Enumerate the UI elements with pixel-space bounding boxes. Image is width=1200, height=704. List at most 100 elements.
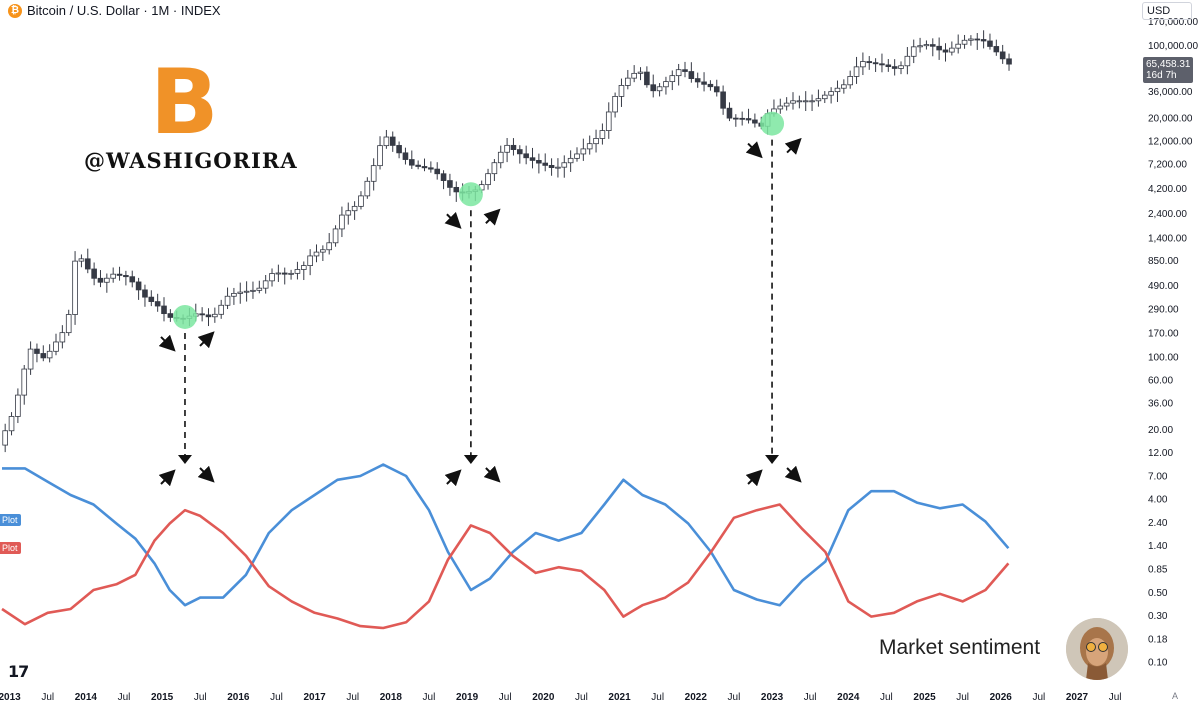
price-candle [752,113,758,128]
price-candle [663,76,669,95]
price-candle [34,343,40,363]
price-tick-label: 20.00 [1148,425,1173,436]
price-candle [205,308,212,327]
time-tick-label: 2019 [456,692,479,703]
oscillator-tick-label: 1.40 [1148,541,1168,552]
price-tick-label: 170,000.00 [1148,17,1198,28]
price-candle [828,87,834,104]
price-candle [637,67,644,81]
price-candle [78,254,85,268]
price-candle [428,161,434,173]
down-arrow-icon [158,334,176,352]
price-candle [491,159,498,182]
price-candle [567,150,574,172]
price-candle [307,249,313,276]
price-candle [497,145,504,169]
price-candle [834,80,841,102]
price-candle [370,158,377,191]
oscillator-tick-label: 4.00 [1148,495,1168,506]
price-candle [517,145,523,164]
price-candle [694,72,701,88]
price-tick-label: 20,000.00 [1148,114,1193,125]
sentiment-oscillator [1,463,1010,630]
price-candle [599,123,606,145]
price-candle [434,162,441,180]
time-tick-label: 2020 [532,692,555,703]
down-arrow-icon [483,465,501,483]
price-candle [269,268,275,287]
oscillator-tick-label: 0.50 [1148,588,1168,599]
price-candle [281,267,288,285]
time-tick-label: Jul [956,692,969,703]
price-candle [320,245,326,261]
price-candle [872,58,879,72]
price-candle [402,147,409,165]
price-candle [580,138,587,161]
price-candle [104,273,110,293]
currency-selector[interactable]: USD [1142,2,1192,20]
price-candle [612,92,618,118]
bitcoin-icon: ₿ [8,3,22,18]
oscillator-tick-label: 7.00 [1148,471,1168,482]
up-arrow-icon [745,469,763,487]
time-tick-label: Jul [41,692,54,703]
price-candle [802,91,809,111]
plot-label-blue: Plot [0,514,21,526]
price-candle [713,79,720,97]
price-candle [536,153,542,174]
price-candle [243,281,250,302]
chart-title-bar: ₿ Bitcoin / U.S. Dollar · 1M · INDEX [8,3,221,18]
price-candle [396,141,402,159]
price-candle [383,129,390,149]
price-candle [129,270,136,288]
up-arrow-icon [197,331,215,349]
up-arrow-icon [444,469,462,487]
price-candle [218,299,224,319]
price-candle [841,79,847,94]
price-tick-label: 7,200.00 [1148,160,1187,171]
price-candle [91,262,97,286]
price-candle [815,89,822,107]
price-candle [993,39,1000,56]
price-candle [364,177,371,199]
price-candle [46,344,53,363]
auto-scale-button[interactable]: A [1172,691,1179,701]
price-candle [224,287,231,310]
price-candle [250,281,256,299]
price-candle [40,345,47,362]
price-candle [440,170,447,190]
price-tick-label: 490.00 [1148,281,1179,292]
price-candle [15,388,21,424]
time-tick-label: 2022 [685,692,708,703]
price-candle [142,284,148,307]
price-candle [2,423,8,453]
price-candle [256,280,263,294]
plot-label-red: Plot [0,542,21,554]
price-candle [860,52,866,76]
tradingview-logo-icon: 17 [8,662,29,681]
price-candle [135,277,142,300]
price-candles [2,30,1012,453]
price-candle [65,309,72,336]
price-candle [300,261,307,281]
price-tick-label: 1,400.00 [1148,233,1187,244]
price-candle [999,44,1006,64]
time-tick-label: Jul [499,692,512,703]
price-candle [574,147,580,162]
time-tick-label: Jul [346,692,359,703]
time-tick-label: Jul [118,692,131,703]
up-arrow-icon [483,208,501,226]
time-tick-label: Jul [575,692,588,703]
time-tick-label: 2027 [1066,692,1089,703]
price-candle [790,92,796,110]
time-tick-label: 2026 [990,692,1013,703]
down-arrow-icon [444,211,462,229]
time-tick-label: Jul [423,692,436,703]
price-candle [123,270,129,286]
price-candle [866,56,873,70]
price-candle [929,38,936,57]
price-candle [853,56,860,84]
cycle-bottom-marker [172,304,197,329]
price-candle [212,307,218,323]
